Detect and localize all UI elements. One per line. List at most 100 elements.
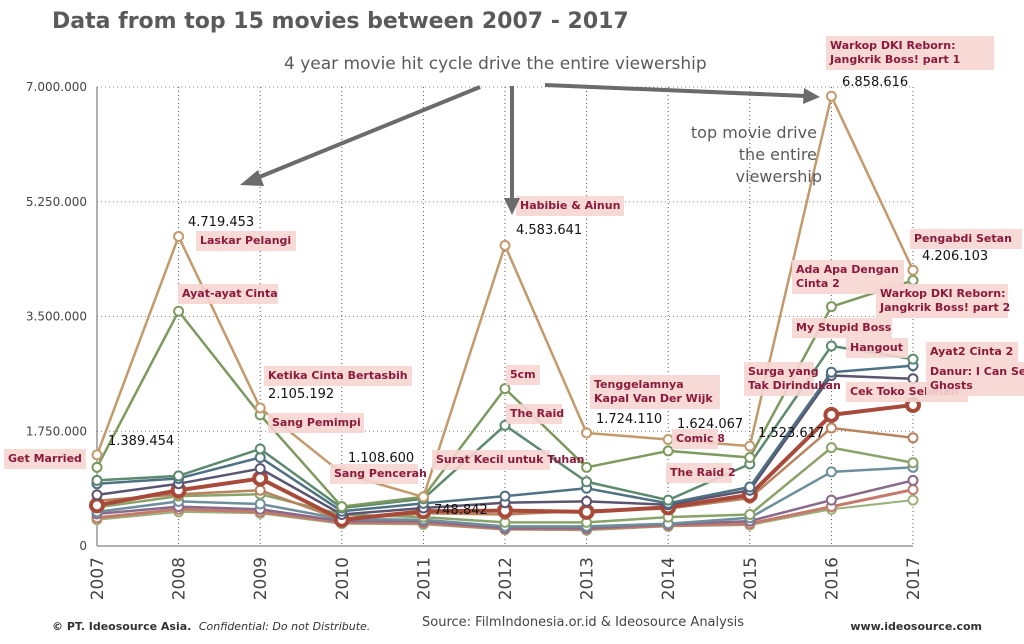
movie-label-bg bbox=[792, 318, 892, 338]
data-point bbox=[336, 501, 348, 513]
movie-label: Warkop DKI Reborn: Jangkrik Boss! part 2 bbox=[876, 284, 1010, 318]
data-point bbox=[581, 461, 593, 473]
data-point bbox=[825, 340, 837, 352]
movie-label: Surga yang Tak Dirindukan bbox=[744, 362, 841, 396]
movie-label-text: Ayat-ayat Cinta bbox=[182, 287, 278, 300]
annotation-text: top movie drive the entire viewership bbox=[691, 123, 822, 186]
movie-label: Pengabdi Setan bbox=[910, 229, 1022, 249]
data-point bbox=[662, 434, 674, 446]
data-point bbox=[907, 474, 919, 486]
movie-label: Warkop DKI Reborn: Jangkrik Boss! part 1 bbox=[826, 36, 994, 70]
movie-label-bg bbox=[672, 429, 718, 449]
value-label: 4.719.453 bbox=[188, 215, 254, 230]
value-label: 2.105.192 bbox=[268, 387, 334, 402]
y-tick-label: 1.750.000 bbox=[26, 424, 87, 438]
footer-copyright: © PT. Ideosource Asia. Confidential: Do … bbox=[52, 620, 370, 633]
data-point bbox=[907, 457, 919, 469]
data-point bbox=[173, 231, 185, 243]
x-tick-label: 2008 bbox=[170, 557, 190, 600]
y-axis: 0 1.750.000 3.500.000 5.250.000 7.000.000 bbox=[26, 80, 87, 553]
data-point bbox=[907, 494, 919, 506]
movie-label: My Stupid Boss bbox=[792, 318, 892, 338]
chart-title: Data from top 15 movies between 2007 - 2… bbox=[52, 9, 629, 34]
movie-label-bg bbox=[506, 365, 540, 385]
movie-label-text: Ada Apa Dengan Cinta 2 bbox=[796, 263, 899, 290]
data-point bbox=[825, 494, 837, 506]
annotation-line-2: the entire bbox=[739, 145, 817, 164]
movie-label-line: Jangkrik Boss! part 1 bbox=[829, 53, 960, 66]
data-point bbox=[825, 466, 837, 478]
movie-label-bg bbox=[4, 449, 86, 469]
movie-label-line: Hangout bbox=[850, 341, 903, 354]
data-point bbox=[581, 476, 593, 488]
movie-label-line: Warkop DKI Reborn: bbox=[830, 39, 955, 52]
data-point bbox=[825, 366, 837, 378]
movie-label: Hangout bbox=[846, 338, 908, 358]
x-tick-label: 2015 bbox=[741, 557, 761, 600]
movie-label-line: Kapal Van Der Wijk bbox=[594, 392, 713, 405]
movie-label: Surat Kecil untuk Tuhan bbox=[432, 450, 584, 470]
arrow-left bbox=[251, 85, 481, 182]
movie-label-text: Danur: I Can See Ghosts bbox=[930, 365, 1024, 392]
annotation-line-3: viewership bbox=[736, 167, 822, 186]
data-point bbox=[254, 484, 266, 496]
x-tick-label: 2010 bbox=[333, 557, 353, 600]
movie-label-text: Warkop DKI Reborn: Jangkrik Boss! part 2 bbox=[879, 287, 1010, 314]
data-point bbox=[907, 264, 919, 276]
movie-label-text: Pengabdi Setan bbox=[914, 232, 1012, 245]
footer-confidential: Confidential: Do not Distribute. bbox=[199, 620, 370, 633]
movie-label: Sang Pencerah bbox=[330, 464, 427, 484]
movie-label-line: Tak Dirindukan bbox=[748, 379, 841, 392]
movie-label-line: Comic 8 bbox=[676, 432, 725, 445]
movie-label-bg bbox=[268, 413, 364, 433]
movie-label-bg bbox=[926, 342, 1018, 362]
movie-label-line: Habibie & Ainun bbox=[520, 199, 620, 212]
movie-label-line: Sang Pemimpi bbox=[272, 416, 361, 429]
x-tick-label: 2011 bbox=[414, 557, 434, 600]
movie-label-text: Habibie & Ainun bbox=[520, 199, 620, 212]
movie-label-line: 5cm bbox=[510, 368, 536, 381]
movie-label: Laskar Pelangi bbox=[196, 231, 296, 251]
movie-label: Ayat-ayat Cinta bbox=[178, 284, 278, 304]
value-label: 4.583.641 bbox=[516, 223, 582, 238]
arrow-down-head bbox=[504, 198, 520, 215]
data-point bbox=[499, 239, 511, 251]
arrow-right-head bbox=[803, 88, 820, 104]
movie-label-line: Jangkrik Boss! part 2 bbox=[879, 301, 1010, 314]
arrow-left-head bbox=[240, 170, 264, 186]
footer-copyright-company: © PT. Ideosource Asia. bbox=[52, 620, 191, 633]
value-label: 1.108.600 bbox=[348, 451, 414, 466]
movie-label-line: Cinta 2 bbox=[796, 277, 840, 290]
movie-label-text: Comic 8 bbox=[676, 432, 725, 445]
data-point bbox=[825, 301, 837, 313]
movie-label-bg bbox=[506, 404, 562, 424]
data-point bbox=[254, 443, 266, 455]
movie-label-bg bbox=[264, 366, 412, 386]
data-point bbox=[907, 484, 919, 496]
movie-label-text: Laskar Pelangi bbox=[200, 234, 291, 247]
movie-label-text: Get Married bbox=[8, 452, 82, 465]
movie-label-text: The Raid bbox=[510, 407, 564, 420]
movie-label-line: My Stupid Boss bbox=[796, 321, 892, 334]
data-point bbox=[91, 449, 103, 461]
data-point bbox=[825, 422, 837, 434]
data-point bbox=[499, 490, 511, 502]
movie-label-bg bbox=[826, 36, 994, 70]
movie-label-bg bbox=[876, 284, 1008, 318]
movie-label: The Raid 2 bbox=[666, 463, 736, 483]
data-point bbox=[417, 491, 429, 503]
movie-label-line: Danur: I Can See bbox=[930, 365, 1024, 378]
footer-website: www.ideosource.com bbox=[850, 620, 982, 633]
y-tick-label: 5.250.000 bbox=[26, 195, 87, 209]
movie-label: Ketika Cinta Bertasbih bbox=[264, 366, 412, 386]
movie-label-bg bbox=[590, 375, 720, 409]
x-tick-label: 2017 bbox=[904, 557, 924, 600]
movie-label: Get Married bbox=[4, 449, 86, 469]
movie-label-line: Surat Kecil untuk Tuhan bbox=[436, 453, 584, 466]
chart-subtitle: 4 year movie hit cycle drive the entire … bbox=[284, 54, 707, 74]
data-point bbox=[91, 489, 103, 501]
y-tick-label: 3.500.000 bbox=[26, 310, 87, 324]
data-point bbox=[91, 461, 103, 473]
value-label: 1.389.454 bbox=[108, 434, 174, 449]
x-tick-label: 2014 bbox=[659, 557, 679, 600]
